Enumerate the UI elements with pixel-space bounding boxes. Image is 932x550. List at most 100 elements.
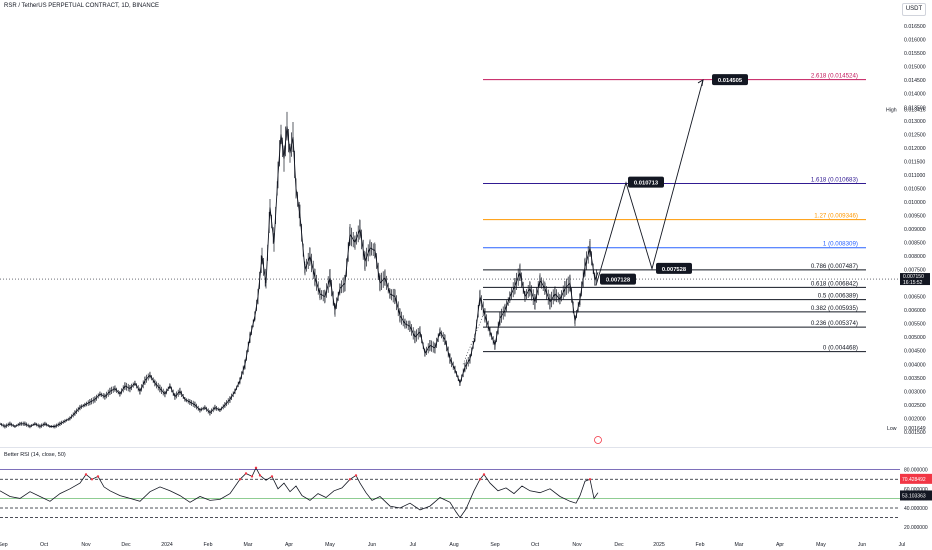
price-axis-tick: 0.009000 — [904, 227, 926, 233]
rsi-indicator-title[interactable]: Better RSI (14, close, 50) — [4, 452, 66, 458]
time-axis-tick: Dec — [121, 542, 131, 548]
fib-level-label: 0.236 (0.005374) — [811, 320, 858, 327]
time-axis-tick: Apr — [285, 542, 293, 548]
time-axis-tick: Dec — [614, 542, 624, 548]
time-axis-tick: Feb — [204, 542, 213, 548]
rsi-line — [0, 466, 599, 519]
price-axis-tick: 0.006000 — [904, 308, 926, 314]
price-axis: 0.001500 0.002000 0.002500 0.003000 0.003500… — [0, 24, 930, 436]
fib-level-label: 1 (0.008309) — [823, 241, 858, 248]
rsi-overbought-point — [238, 478, 242, 481]
rsi-overbought-point — [482, 473, 486, 476]
fib-level-label: 0.5 (0.006389) — [818, 293, 858, 300]
time-axis-tick: Mar — [244, 542, 253, 548]
fib-level-label: 2.618 (0.014524) — [811, 73, 858, 80]
time-axis-tick: Jun — [858, 542, 866, 548]
time-axis-tick: Nov — [81, 542, 91, 548]
time-axis: Sep Oct Nov Dec 2024 Feb Mar Apr May Jun Jul Aug Sep… — [0, 542, 905, 548]
price-axis-tick: 0.016000 — [904, 38, 926, 44]
time-axis-tick: Jul — [899, 542, 906, 548]
currency-unit-button[interactable]: USDT — [902, 3, 926, 16]
price-axis-tick: 0.016500 — [904, 24, 926, 30]
rsi-overbought-point — [588, 478, 592, 481]
fib-level-label: 0.382 (0.005935) — [811, 305, 858, 312]
price-axis-tick: 0.001500 — [904, 430, 926, 436]
price-axis-tick: 0.014500 — [904, 78, 926, 84]
low-value: 0.001649 — [904, 426, 926, 432]
rsi-overbought-point — [250, 475, 254, 478]
rsi-overbought-point — [244, 472, 248, 475]
time-axis-tick: Feb — [696, 542, 705, 548]
price-axis-tick: 0.002000 — [904, 416, 926, 422]
fib-level-label: 1.27 (0.009346) — [814, 213, 858, 220]
time-axis-tick: Sep — [490, 542, 499, 548]
rsi-axis-tick: 80.000000 — [904, 468, 928, 474]
time-axis-tick: May — [816, 542, 826, 548]
time-axis-tick: Aug — [449, 542, 458, 548]
price-series — [0, 111, 599, 429]
rsi-last-badge — [900, 490, 932, 501]
projection-label: 0.007528 — [662, 267, 687, 273]
projection-label-box — [656, 262, 692, 274]
projection-label: 0.014505 — [718, 78, 743, 84]
rsi-overbought-point — [348, 478, 352, 481]
price-axis-tick: 0.004500 — [904, 349, 926, 355]
rsi-overbought-badge — [900, 473, 932, 484]
rsi-overbought-point — [258, 474, 262, 477]
price-axis-tick: 0.008500 — [904, 241, 926, 247]
current-price-value: 0.007150 — [903, 274, 924, 280]
price-axis-tick: 0.011000 — [904, 173, 925, 179]
time-axis-tick: Oct — [531, 542, 540, 548]
fibonacci-levels: 0 (0.004468) 0.236 (0.005374) 0.382 (0.005… — [483, 73, 866, 353]
rsi-last-value: 53.103363 — [902, 493, 926, 499]
rsi-axis-tick: 20.000000 — [904, 525, 928, 531]
price-axis-tick: 0.015000 — [904, 65, 926, 71]
rsi-overbought-point — [354, 474, 358, 477]
time-axis-tick: Nov — [572, 542, 582, 548]
time-axis-tick: Apr — [776, 542, 784, 548]
projection-label-box — [628, 176, 664, 188]
current-price-badge[interactable] — [900, 273, 930, 286]
fib-level-label: 0.786 (0.007487) — [811, 263, 858, 270]
time-axis-tick: Jul — [410, 542, 417, 548]
price-axis-tick: 0.005500 — [904, 322, 926, 328]
high-label: High — [886, 108, 897, 114]
rsi-overbought-point — [478, 478, 482, 481]
rsi-overbought-point — [90, 478, 94, 481]
projection-line — [595, 79, 704, 286]
event-marker-icon[interactable] — [594, 436, 602, 444]
rsi-overbought-point — [96, 475, 100, 478]
projection-label: 0.007128 — [606, 278, 631, 284]
price-axis-tick: 0.006500 — [904, 295, 926, 301]
rsi-overbought-point — [254, 466, 258, 469]
fib-level-label: 0 (0.004468) — [823, 345, 858, 352]
price-axis-tick: 0.007500 — [904, 268, 926, 274]
price-axis-tick: 0.010500 — [904, 186, 926, 192]
price-axis-tick: 0.011500 — [904, 159, 925, 165]
price-axis-tick: 0.010000 — [904, 200, 926, 206]
price-axis-tick: 0.013000 — [904, 119, 926, 125]
symbol-title[interactable]: RSR / TetherUS PERPETUAL CONTRACT, 1D, B… — [4, 3, 160, 9]
rsi-axis: 80.00000060.00000050.00000040.00000020.0… — [900, 468, 932, 531]
rsi-pane — [0, 466, 900, 519]
low-label: Low — [887, 426, 897, 432]
projection-label: 0.010713 — [634, 181, 659, 187]
projection-label-box — [712, 74, 748, 86]
price-axis-tick: 0.005000 — [904, 335, 926, 341]
rsi-overbought-point — [270, 475, 274, 478]
price-axis-tick: 0.004000 — [904, 362, 926, 368]
price-line — [0, 126, 599, 428]
time-axis-tick: 2025 — [653, 542, 665, 548]
high-value: 0.013416 — [904, 108, 926, 114]
time-axis-tick: Sep — [0, 542, 8, 548]
rsi-overbought-point — [84, 473, 88, 476]
time-axis-tick: Jun — [368, 542, 376, 548]
price-axis-tick: 0.002500 — [904, 403, 926, 409]
price-axis-tick: 0.015500 — [904, 51, 926, 57]
pane-separator[interactable] — [0, 447, 932, 448]
projection-path: 0.007128 0.010713 0.007528 0.014505 — [594, 74, 748, 444]
projection-arrowhead — [697, 79, 704, 87]
price-axis-tick: 0.009500 — [904, 213, 926, 219]
